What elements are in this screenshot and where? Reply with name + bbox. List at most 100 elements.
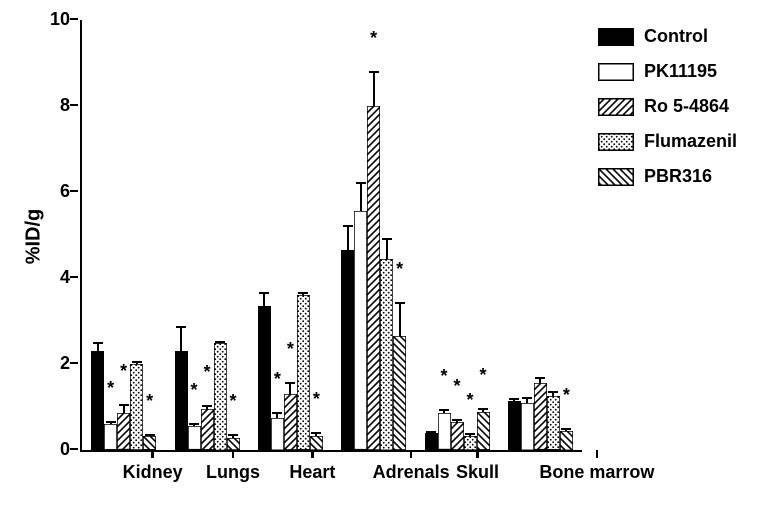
error-bar	[315, 433, 317, 436]
x-tick-label: Heart	[289, 462, 335, 483]
significance-star: *	[466, 390, 473, 411]
bar-control	[175, 351, 188, 450]
y-tick-label: 10	[42, 9, 70, 30]
error-bar	[360, 183, 362, 211]
bar-pk11195: *	[104, 424, 117, 450]
significance-star: *	[229, 391, 236, 412]
error-bar	[443, 410, 445, 413]
bar-pk11195: *	[438, 413, 451, 450]
error-bar	[149, 435, 151, 436]
error-bar	[219, 342, 221, 343]
error-bar	[539, 378, 541, 383]
bar-pk11195	[521, 403, 534, 450]
bar-ro54864	[534, 383, 547, 450]
error-bar	[302, 293, 304, 295]
significance-star: *	[146, 391, 153, 412]
error-bar	[263, 293, 265, 306]
error-bar	[180, 327, 182, 351]
bar-pk11195	[354, 211, 367, 450]
bar-pbr316: *	[560, 431, 573, 450]
x-tick: Adrenals	[373, 450, 450, 483]
bar-flumazenil: *	[464, 436, 477, 450]
x-tick-label: Adrenals	[373, 462, 450, 483]
legend-item-pk11195: PK11195	[598, 61, 737, 82]
legend-swatch	[598, 98, 634, 116]
bar-flumazenil	[297, 295, 310, 450]
x-tick-label: Lungs	[206, 462, 260, 483]
legend-label: Control	[644, 26, 708, 47]
bar-pbr316: *	[477, 412, 490, 450]
error-bar	[206, 406, 208, 409]
bar-control	[258, 306, 271, 450]
error-bar	[482, 409, 484, 412]
plot-area: 0246810Kidney***Lungs***Heart***Adrenals…	[80, 20, 582, 452]
error-bar	[193, 424, 195, 426]
error-bar	[513, 399, 515, 401]
y-tick-label: 0	[42, 439, 70, 460]
error-bar	[552, 392, 554, 396]
y-tick-label: 4	[42, 267, 70, 288]
significance-star: *	[203, 362, 210, 383]
x-tick-label: Skull	[456, 462, 499, 483]
bar-control	[91, 351, 104, 450]
bar-control	[341, 250, 354, 450]
significance-star: *	[190, 380, 197, 401]
legend-item-ro54864: Ro 5-4864	[598, 96, 737, 117]
significance-star: *	[453, 376, 460, 397]
error-bar	[565, 429, 567, 431]
error-bar	[526, 398, 528, 402]
error-bar	[123, 405, 125, 414]
error-bar	[347, 226, 349, 250]
bar-pbr316: *	[227, 438, 240, 450]
significance-star: *	[107, 378, 114, 399]
bar-ro54864: *	[451, 422, 464, 450]
significance-star: *	[396, 259, 403, 280]
significance-star: *	[479, 365, 486, 386]
error-bar	[373, 72, 375, 106]
error-bar	[289, 383, 291, 394]
significance-star: *	[287, 339, 294, 360]
x-tick: Lungs	[206, 450, 260, 483]
y-tick-label: 6	[42, 181, 70, 202]
bar-ro54864: *	[201, 409, 214, 450]
bar-pbr316: *	[143, 436, 156, 450]
y-tick-label: 2	[42, 353, 70, 374]
x-tick-label: Kidney	[123, 462, 183, 483]
error-bar	[469, 434, 471, 436]
legend-swatch	[598, 28, 634, 46]
bar-flumazenil	[130, 364, 143, 450]
legend: Control PK11195 Ro 5-4864 Flumazenil PBR316	[598, 26, 737, 201]
error-bar	[430, 432, 432, 433]
legend-label: PBR316	[644, 166, 712, 187]
significance-star: *	[563, 385, 570, 406]
significance-star: *	[440, 366, 447, 387]
x-tick: Heart	[289, 450, 335, 483]
legend-swatch	[598, 168, 634, 186]
legend-label: Flumazenil	[644, 131, 737, 152]
legend-label: Ro 5-4864	[644, 96, 729, 117]
bar-pbr316: *	[393, 336, 406, 450]
significance-star: *	[370, 28, 377, 49]
bar-pk11195: *	[188, 426, 201, 450]
significance-star: *	[313, 389, 320, 410]
bar-flumazenil	[380, 259, 393, 450]
x-tick-label: Bone marrow	[539, 462, 654, 483]
legend-item-control: Control	[598, 26, 737, 47]
bar-flumazenil	[547, 396, 560, 450]
error-bar	[136, 362, 138, 364]
bar-flumazenil	[214, 343, 227, 451]
y-tick-label: 8	[42, 95, 70, 116]
x-tick: Kidney	[123, 450, 183, 483]
error-bar	[276, 413, 278, 417]
y-axis-label: %ID/g	[23, 207, 46, 267]
significance-star: *	[120, 361, 127, 382]
error-bar	[399, 303, 401, 337]
error-bar	[456, 420, 458, 422]
bar-ro54864: *	[284, 394, 297, 450]
error-bar	[97, 343, 99, 352]
legend-item-flumazenil: Flumazenil	[598, 131, 737, 152]
bar-ro54864: *	[367, 106, 380, 450]
legend-swatch	[598, 133, 634, 151]
error-bar	[232, 435, 234, 438]
bar-pbr316: *	[310, 436, 323, 450]
